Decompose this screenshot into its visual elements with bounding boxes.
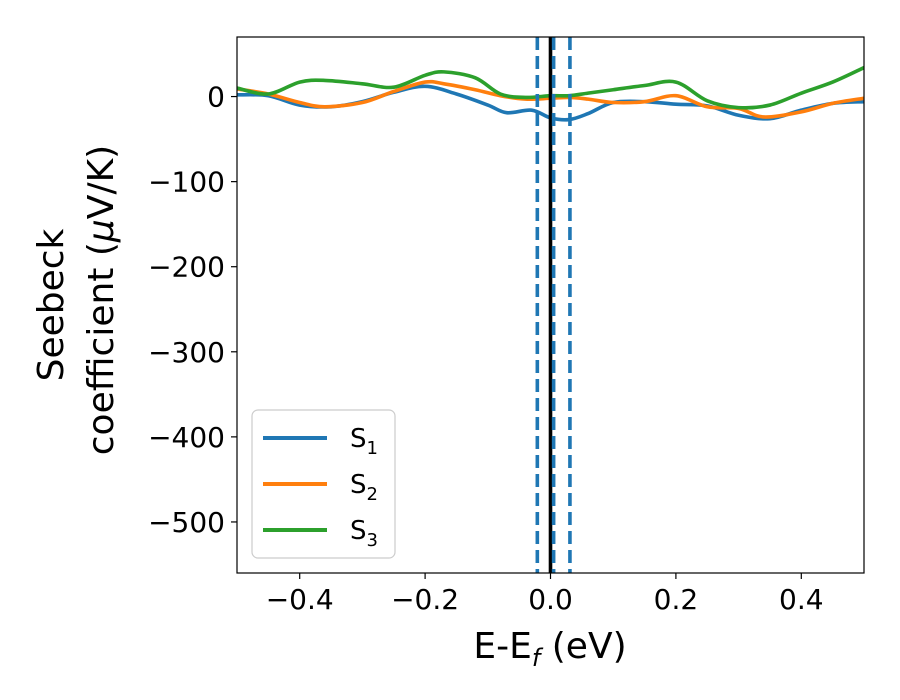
y-tick-label: −400 (148, 421, 225, 454)
x-tick-label: −0.4 (266, 583, 334, 616)
y-tick-label: 0 (207, 81, 225, 114)
x-tick-label: −0.2 (391, 583, 459, 616)
reference-lines (535, 37, 572, 573)
y-axis-label-line2: coefficient (μV/K) (81, 145, 122, 455)
x-axis-ticks: −0.4 −0.2 0.0 0.2 0.4 (266, 573, 824, 616)
legend-label-s2: S2 (350, 470, 378, 505)
y-axis-label-line1: Seebeck (31, 228, 72, 381)
legend-label-s1: S1 (350, 424, 378, 459)
y-axis-ticks: 0 −100 −200 −300 −400 −500 (148, 81, 237, 539)
x-tick-label: 0.4 (779, 583, 824, 616)
legend: S1 S2 S3 (251, 409, 396, 559)
x-axis-label: E-Ef (eV) (473, 626, 626, 672)
y-tick-label: −100 (148, 166, 225, 199)
y-axis-label: Seebeck coefficient (μV/K) (31, 145, 122, 455)
legend-label-s3: S3 (350, 516, 378, 551)
y-tick-label: −200 (148, 251, 225, 284)
x-tick-label: 0.2 (654, 583, 699, 616)
y-tick-label: −300 (148, 336, 225, 369)
y-tick-label: −500 (148, 506, 225, 539)
x-tick-label: 0.0 (528, 583, 573, 616)
